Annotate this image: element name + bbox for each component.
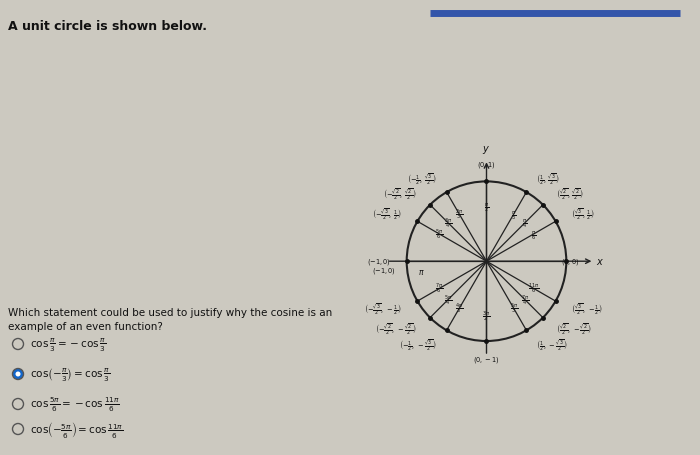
Text: $\frac{5\pi}{3}$: $\frac{5\pi}{3}$ bbox=[510, 302, 518, 316]
Text: $\left(-\frac{1}{2},\, \frac{\sqrt{3}}{2}\right)$: $\left(-\frac{1}{2},\, \frac{\sqrt{3}}{2… bbox=[407, 172, 437, 186]
Text: $y$: $y$ bbox=[482, 144, 491, 156]
Text: example of an even function?: example of an even function? bbox=[8, 321, 163, 331]
Text: $\left(-\frac{\sqrt{2}}{2},\, \frac{\sqrt{2}}{2}\right)$: $\left(-\frac{\sqrt{2}}{2},\, \frac{\sqr… bbox=[384, 187, 416, 202]
Circle shape bbox=[15, 372, 20, 377]
Text: $(0, -1)$: $(0, -1)$ bbox=[473, 354, 500, 364]
Text: $\frac{\pi}{6}$: $\frac{\pi}{6}$ bbox=[531, 228, 536, 241]
Text: $\frac{5\pi}{6}$: $\frac{5\pi}{6}$ bbox=[435, 228, 444, 242]
Text: $\cos\frac{\pi}{3} = -\cos\frac{\pi}{3}$: $\cos\frac{\pi}{3} = -\cos\frac{\pi}{3}$ bbox=[30, 336, 106, 353]
Circle shape bbox=[13, 369, 24, 379]
Text: $\frac{5\pi}{4}$: $\frac{5\pi}{4}$ bbox=[444, 293, 452, 307]
Text: $\frac{2\pi}{3}$: $\frac{2\pi}{3}$ bbox=[455, 207, 463, 222]
Text: $\cos\!\left(-\frac{\pi}{3}\right) = \cos\frac{\pi}{3}$: $\cos\!\left(-\frac{\pi}{3}\right) = \co… bbox=[30, 366, 111, 383]
Text: $(-1, 0)$: $(-1, 0)$ bbox=[372, 266, 396, 276]
Text: $(0, 1)$: $(0, 1)$ bbox=[477, 160, 496, 169]
Text: $\frac{3\pi}{4}$: $\frac{3\pi}{4}$ bbox=[444, 216, 452, 230]
Text: Which statement could be used to justify why the cosine is an: Which statement could be used to justify… bbox=[8, 307, 332, 317]
Text: $\left(\frac{1}{2},\, \frac{\sqrt{3}}{2}\right)$: $\left(\frac{1}{2},\, \frac{\sqrt{3}}{2}… bbox=[536, 172, 560, 186]
Text: $\pi$: $\pi$ bbox=[418, 267, 424, 276]
Text: $\left(-\frac{1}{2},\, -\frac{\sqrt{3}}{2}\right)$: $\left(-\frac{1}{2},\, -\frac{\sqrt{3}}{… bbox=[399, 337, 437, 352]
Text: $\frac{\pi}{3}$: $\frac{\pi}{3}$ bbox=[511, 208, 516, 221]
Text: $\left(\frac{1}{2},\, -\frac{\sqrt{3}}{2}\right)$: $\left(\frac{1}{2},\, -\frac{\sqrt{3}}{2… bbox=[536, 337, 568, 352]
Text: $x$: $x$ bbox=[596, 257, 604, 267]
Text: $(1, 0)$: $(1, 0)$ bbox=[561, 257, 579, 267]
Text: $\left(-\frac{\sqrt{2}}{2},\, -\frac{\sqrt{2}}{2}\right)$: $\left(-\frac{\sqrt{2}}{2},\, -\frac{\sq… bbox=[375, 322, 416, 337]
Text: $\frac{3\pi}{2}$: $\frac{3\pi}{2}$ bbox=[482, 308, 491, 323]
Text: $\left(\frac{\sqrt{2}}{2},\, -\frac{\sqrt{2}}{2}\right)$: $\left(\frac{\sqrt{2}}{2},\, -\frac{\sqr… bbox=[556, 322, 592, 337]
Text: $\cos\!\left(-\frac{5\pi}{6}\right) = \cos\frac{11\pi}{6}$: $\cos\!\left(-\frac{5\pi}{6}\right) = \c… bbox=[30, 419, 123, 439]
Text: $\frac{7\pi}{6}$: $\frac{7\pi}{6}$ bbox=[435, 282, 444, 296]
Text: $\cos\frac{5\pi}{6} = -\cos\frac{11\pi}{6}$: $\cos\frac{5\pi}{6} = -\cos\frac{11\pi}{… bbox=[30, 395, 120, 413]
Text: $\frac{7\pi}{4}$: $\frac{7\pi}{4}$ bbox=[521, 293, 529, 307]
Text: $\frac{4\pi}{3}$: $\frac{4\pi}{3}$ bbox=[455, 302, 463, 316]
Text: $\frac{11\pi}{6}$: $\frac{11\pi}{6}$ bbox=[528, 282, 539, 296]
Text: $\left(-\frac{\sqrt{3}}{2},\, -\frac{1}{2}\right)$: $\left(-\frac{\sqrt{3}}{2},\, -\frac{1}{… bbox=[364, 302, 402, 317]
Text: $\frac{\pi}{4}$: $\frac{\pi}{4}$ bbox=[522, 217, 527, 230]
Text: $\left(-\frac{\sqrt{3}}{2},\, \frac{1}{2}\right)$: $\left(-\frac{\sqrt{3}}{2},\, \frac{1}{2… bbox=[372, 207, 402, 221]
Text: $\frac{\pi}{2}$: $\frac{\pi}{2}$ bbox=[484, 201, 489, 214]
Text: $\left(\frac{\sqrt{3}}{2},\, -\frac{1}{2}\right)$: $\left(\frac{\sqrt{3}}{2},\, -\frac{1}{2… bbox=[571, 302, 603, 317]
Text: $\left(\frac{\sqrt{2}}{2},\, \frac{\sqrt{2}}{2}\right)$: $\left(\frac{\sqrt{2}}{2},\, \frac{\sqrt… bbox=[556, 187, 584, 202]
Text: $\left(\frac{\sqrt{3}}{2},\, \frac{1}{2}\right)$: $\left(\frac{\sqrt{3}}{2},\, \frac{1}{2}… bbox=[571, 207, 595, 221]
Text: A unit circle is shown below.: A unit circle is shown below. bbox=[8, 20, 207, 33]
Text: $(-1, 0)$: $(-1, 0)$ bbox=[367, 257, 391, 267]
